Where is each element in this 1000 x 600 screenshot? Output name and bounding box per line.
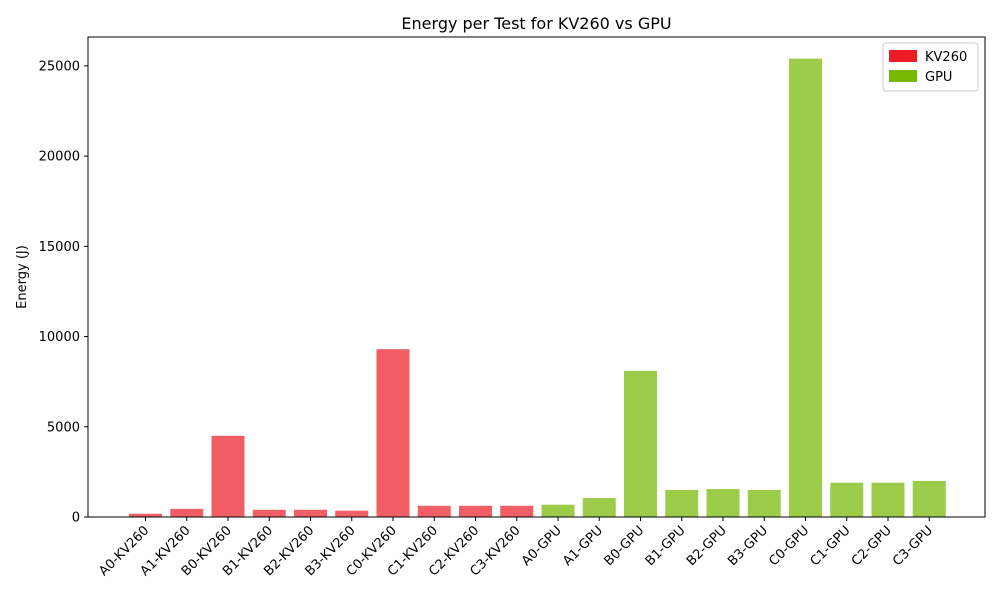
y-tick-label: 10000 <box>39 330 80 345</box>
bar-b3-gpu <box>747 489 781 517</box>
bar-b0-gpu <box>624 370 657 517</box>
y-axis-ticks: 0 5000 10000 15000 20000 25000 <box>39 59 88 526</box>
x-tick-label: B3-GPU <box>725 523 771 569</box>
bar-b1-kv260 <box>252 509 286 517</box>
x-axis-ticks: A0-KV260A1-KV260B0-KV260B1-KV260B2-KV260… <box>96 517 936 579</box>
bar-c0-gpu <box>789 58 822 517</box>
bar-c3-gpu <box>912 480 946 517</box>
x-tick-label: C1-GPU <box>808 523 854 569</box>
legend-label-gpu: GPU <box>925 70 952 85</box>
plot-frame <box>87 36 986 518</box>
bars-group <box>129 58 946 517</box>
x-tick-label: A0-GPU <box>519 523 565 569</box>
bar-b2-gpu <box>706 489 740 517</box>
y-tick-label: 5000 <box>47 420 80 435</box>
bar-b2-kv260 <box>294 509 327 517</box>
bar-b1-gpu <box>665 489 699 517</box>
y-tick-label: 15000 <box>39 240 80 255</box>
y-tick-label: 20000 <box>39 150 80 165</box>
legend-swatch-kv260 <box>889 50 917 62</box>
bar-a0-kv260 <box>129 513 162 517</box>
bar-c2-gpu <box>871 482 905 517</box>
x-tick-label: B2-GPU <box>684 523 730 569</box>
x-tick-label: B1-GPU <box>643 523 689 569</box>
bar-c0-kv260 <box>376 349 410 517</box>
x-tick-label: C2-GPU <box>849 523 895 569</box>
x-tick-label: A1-GPU <box>560 523 606 569</box>
bar-b0-kv260 <box>211 435 245 517</box>
chart-title: Energy per Test for KV260 vs GPU <box>401 14 671 33</box>
bar-b3-kv260 <box>335 510 369 517</box>
bar-a1-kv260 <box>170 508 204 517</box>
y-tick-label: 0 <box>72 511 80 526</box>
x-tick-label: B0-GPU <box>602 523 648 569</box>
x-tick-label: C0-GPU <box>766 523 812 569</box>
y-tick-label: 25000 <box>39 59 80 74</box>
legend-swatch-gpu <box>889 70 917 82</box>
bar-a1-gpu <box>582 498 616 517</box>
x-tick-label: C3-GPU <box>890 523 936 569</box>
y-axis-label: Energy (J) <box>15 245 30 309</box>
bar-c3-kv260 <box>500 505 534 517</box>
bar-c1-gpu <box>830 482 864 517</box>
bar-c1-kv260 <box>417 505 451 517</box>
legend-label-kv260: KV260 <box>925 50 967 65</box>
legend: KV260 GPU <box>882 42 979 92</box>
bar-a0-gpu <box>541 504 575 517</box>
bar-c2-kv260 <box>459 505 492 517</box>
